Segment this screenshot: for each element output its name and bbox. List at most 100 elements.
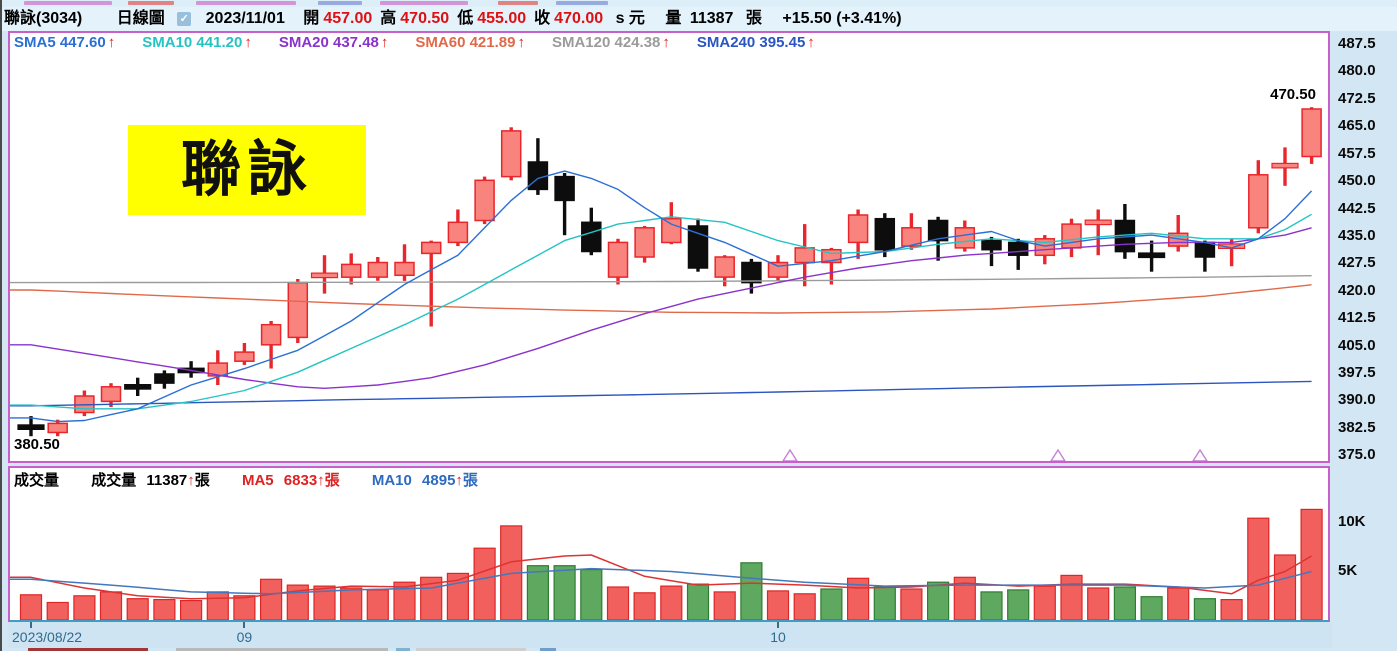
volume-bar [660,585,683,620]
volume-bar [820,588,843,620]
volume-bar [926,581,950,620]
price-chart[interactable] [10,33,1328,461]
date-label[interactable]: 2023/11/01 [205,10,285,27]
calendar-checkbox-icon[interactable]: ✓ [177,12,192,26]
candle [901,213,922,250]
price-axis-label: 420.0 [1338,282,1376,299]
candle [420,240,442,327]
volume-bar [260,578,283,620]
sma-legend-item: SMA10 441.20 ↑ [142,34,252,51]
sma-legend-item: SMA5 447.60 ↑ [14,34,115,51]
time-axis-tick [30,622,32,628]
volume-ma10-value: 4895 [422,472,456,489]
price-axis-label: 412.5 [1338,309,1376,326]
volume-ma5-line [10,554,1312,600]
volume-bar [73,595,96,620]
sma10-line [10,213,1312,410]
volume-ma5-unit: 張 [324,472,340,489]
volume-bar [580,568,603,620]
sma5-line [10,170,1313,423]
volume-bar [713,591,736,620]
sma-legend-item: SMA120 424.38 ↑ [552,34,670,51]
candle [527,138,549,195]
candle [714,255,735,287]
price-axis-label: 457.5 [1338,145,1376,162]
volume-field-unit: 張 [745,10,762,27]
price-axis-label: 450.0 [1338,172,1376,189]
toolbar-fragment [318,1,362,5]
price-axis-label: 427.5 [1338,254,1376,271]
stock-name: 聯詠(3034) [4,10,83,27]
volume-field-value: 11387 [689,10,734,27]
low-price-annotation: 380.50 [14,436,60,453]
volume-up-arrow-icon: ↑ [187,472,195,489]
up-arrow-icon: ↑ [517,34,525,51]
price-axis-label: 442.5 [1338,200,1376,217]
up-arrow-icon: ↑ [244,34,252,51]
candle [207,350,229,385]
volume-bar [19,594,43,620]
candle [47,419,68,437]
volume-bar [766,590,790,620]
time-axis-label: 09 [236,629,253,645]
candle [1301,107,1322,164]
volume-unit: 張 [194,472,210,489]
toolbar-fragment [196,1,296,5]
volume-bar [153,599,176,620]
chart-type-label[interactable]: 日線圖 [116,10,165,27]
volume-bar [126,598,149,620]
candle [500,127,522,181]
volume-axis-label: 5K [1338,562,1358,579]
volume-ma5-label: MA5 [241,472,274,489]
volume-bar [180,600,203,620]
sma-legend-item: SMA20 437.48 ↑ [279,34,389,51]
candle [367,257,389,281]
price-field-value: 470.50 [400,10,450,27]
sma-legend-item: SMA60 421.89 ↑ [415,34,525,51]
volume-bar [366,589,389,620]
sma120-line [10,275,1312,284]
taskbar-fragment [540,648,556,651]
volume-bar [473,547,496,620]
toolbar-fragment [498,1,538,5]
candle [287,279,309,343]
candle [661,202,682,245]
price-axis-label: 405.0 [1338,337,1376,354]
price-axis-label: 472.5 [1338,90,1376,107]
candle [1114,204,1136,259]
high-price-annotation: 470.50 [1270,86,1316,103]
volume-bar [1060,574,1083,620]
price-axis-label: 480.0 [1338,62,1376,79]
candle [74,390,95,417]
candle [874,213,896,258]
sma-label-value: SMA10 441.20 [142,34,243,51]
candle [847,209,869,259]
volume-field-label: 量 [665,10,682,27]
candle [1007,238,1029,270]
candle [1248,160,1269,234]
taskbar-fragment [396,648,410,651]
volume-bar [1193,598,1217,620]
candle [394,244,415,281]
volume-bar [1087,587,1110,620]
candle [310,255,339,294]
time-axis-tick [243,622,245,628]
price-field-label: 低 [457,10,474,27]
price-axis-label: 465.0 [1338,117,1376,134]
toolbar-fragment [556,1,608,5]
candle [607,238,629,285]
candle [260,321,282,369]
candle [634,226,655,263]
candle [954,220,976,252]
border-notch [1050,448,1066,461]
taskbar-fragment [176,648,388,651]
volume-ma10-label: MA10 [371,472,412,489]
price-axis-label: 397.5 [1338,364,1376,381]
candle [447,209,469,247]
stock-watermark: 聯詠 [128,125,366,215]
volume-bar [99,591,123,620]
taskbar-fragment [416,648,526,651]
volume-bar [740,562,763,620]
volume-panel-title: 成交量 [14,472,60,489]
volume-chart[interactable] [10,468,1328,620]
